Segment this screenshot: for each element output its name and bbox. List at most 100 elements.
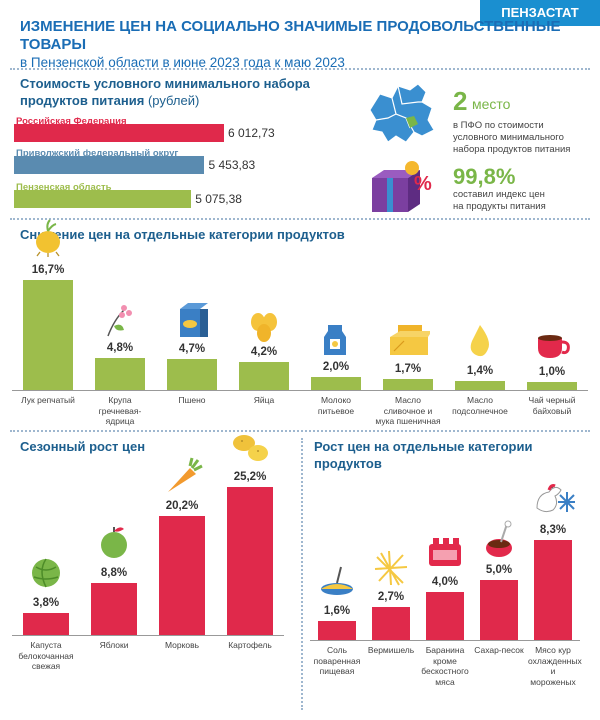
bar-category-label: Яйца xyxy=(253,395,275,405)
min-set-title: Стоимость условного минимального набора … xyxy=(20,75,310,109)
min-set-title-line1: Стоимость условного минимального набора xyxy=(20,76,310,91)
bar-value-label: 4,2% xyxy=(250,346,278,359)
onion-icon xyxy=(36,219,60,257)
hbar-label: Приволжский федеральный округ xyxy=(16,148,179,159)
bar-category-label: Мясо кур охлажденных и мороженых xyxy=(528,645,582,687)
tea-cup-icon xyxy=(530,320,574,364)
bar-category-label: Соль поваренная пищевая xyxy=(313,645,361,676)
svg-text:%: % xyxy=(414,173,432,195)
carrot-icon xyxy=(168,457,203,493)
cabbage-icon xyxy=(24,551,68,595)
bar-value-label: 16,7% xyxy=(31,264,65,276)
divider xyxy=(10,68,590,70)
page-title: ИЗМЕНЕНИЕ ЦЕН НА СОЦИАЛЬНО ЗНАЧИМЫЕ ПРОД… xyxy=(20,18,561,53)
salt-icon xyxy=(315,559,359,603)
bar xyxy=(372,607,410,640)
bar-value-label: 2,7% xyxy=(377,591,405,604)
carrot-icon xyxy=(160,454,204,498)
bar-value-label: 25,2% xyxy=(233,471,267,483)
bar xyxy=(23,612,69,635)
bar-value-label: 1,0% xyxy=(538,366,566,378)
bar-category-label: Пшено xyxy=(178,395,206,405)
milk-icon xyxy=(324,324,346,355)
bar xyxy=(318,620,356,640)
divider xyxy=(301,438,303,710)
bar xyxy=(159,516,205,635)
place-text-line: набора продуктов питания xyxy=(453,144,571,155)
apple-icon xyxy=(92,521,136,565)
mutton-icon xyxy=(423,530,467,574)
divider xyxy=(10,218,590,220)
map-icon xyxy=(369,83,435,143)
bar-category-label: Картофель xyxy=(228,640,272,650)
bar-value-label: 8,8% xyxy=(100,567,128,580)
hbar-value: 5 453,83 xyxy=(208,158,256,172)
butter-flour-icon xyxy=(386,317,432,361)
bar xyxy=(455,380,505,390)
pasta-icon xyxy=(369,545,413,589)
bar xyxy=(227,487,273,635)
eggs-icon xyxy=(242,300,286,344)
bar xyxy=(167,359,217,390)
hbar-value: 5 075,38 xyxy=(195,192,242,206)
bar xyxy=(91,583,137,635)
bar xyxy=(383,378,433,390)
bar-value-label: 5,0% xyxy=(485,563,513,576)
bar-category-label: Вермишель xyxy=(367,645,415,655)
potato-icon xyxy=(228,425,272,469)
hbar-bar xyxy=(14,156,205,174)
chicken-snow-icon xyxy=(536,484,576,513)
apple-icon xyxy=(101,527,127,559)
bar-value-label: 2,0% xyxy=(322,360,350,373)
onion-icon xyxy=(26,218,70,262)
increase-section-title: Рост цен на отдельные категории продукто… xyxy=(314,439,533,471)
bar-category-label: Яблоки xyxy=(99,640,129,650)
bar xyxy=(534,540,572,640)
bar-category-label: Лук репчатый xyxy=(21,395,75,405)
bar-category-label: Баранина кроме бескостного мяса xyxy=(421,645,469,687)
baseline xyxy=(12,635,284,636)
baseline xyxy=(12,390,588,391)
place-number: 2 xyxy=(453,86,468,116)
bar-category-label: Масло сливочное и мука пшеничная xyxy=(375,395,441,426)
baseline xyxy=(310,640,580,641)
hbar-label: Пензенская область xyxy=(16,182,112,193)
millet-icon xyxy=(170,297,214,341)
decrease-section-title: Снижение цен на отдельные категории прод… xyxy=(20,227,345,242)
butter-flour-icon xyxy=(390,324,432,355)
sugar-icon xyxy=(477,518,521,562)
index-text: составил индекс цен на продукты питания xyxy=(453,189,546,213)
sugar-icon xyxy=(486,520,512,557)
bar-value-label: 20,2% xyxy=(165,500,199,513)
bar xyxy=(239,362,289,390)
bar-value-label: 1,7% xyxy=(394,362,422,375)
buckwheat-icon xyxy=(107,305,132,337)
hbar-label: Российская Федерация xyxy=(16,116,127,127)
potato-icon xyxy=(233,435,268,461)
bar-category-label: Молоко питьевое xyxy=(317,395,355,416)
bar-category-label: Чай черный байховый xyxy=(528,395,576,416)
seasonal-section-title: Сезонный рост цен xyxy=(20,439,146,454)
place-text-line: условного минимального xyxy=(453,132,564,143)
index-text-line: составил индекс цен xyxy=(453,189,545,200)
bar-category-label: Крупа гречневая-ядрица xyxy=(98,395,142,426)
milk-icon xyxy=(314,315,358,359)
page-subtitle: в Пензенской области в июне 2023 года к … xyxy=(20,55,345,70)
buckwheat-icon xyxy=(98,296,142,340)
bar-value-label: 8,3% xyxy=(539,524,567,536)
place-text-line: в ПФО по стоимости xyxy=(453,120,544,131)
bar-category-label: Сахар-песок xyxy=(474,645,524,655)
divider xyxy=(10,430,590,432)
bar-value-label: 3,8% xyxy=(32,596,60,609)
place-word: место xyxy=(472,96,511,112)
min-set-title-line2: продуктов питания xyxy=(20,93,145,108)
bar-category-label: Морковь xyxy=(164,640,200,650)
hbar-bar xyxy=(14,190,192,208)
cabbage-icon xyxy=(32,558,60,588)
salt-icon xyxy=(321,566,353,595)
mutton-icon xyxy=(429,537,461,566)
gift-percent-icon: % xyxy=(372,161,432,212)
bar-value-label: 1,6% xyxy=(323,604,351,617)
bar-value-label: 1,4% xyxy=(466,364,494,377)
bar-category-label: Капуста белокочанная свежая xyxy=(18,640,74,671)
